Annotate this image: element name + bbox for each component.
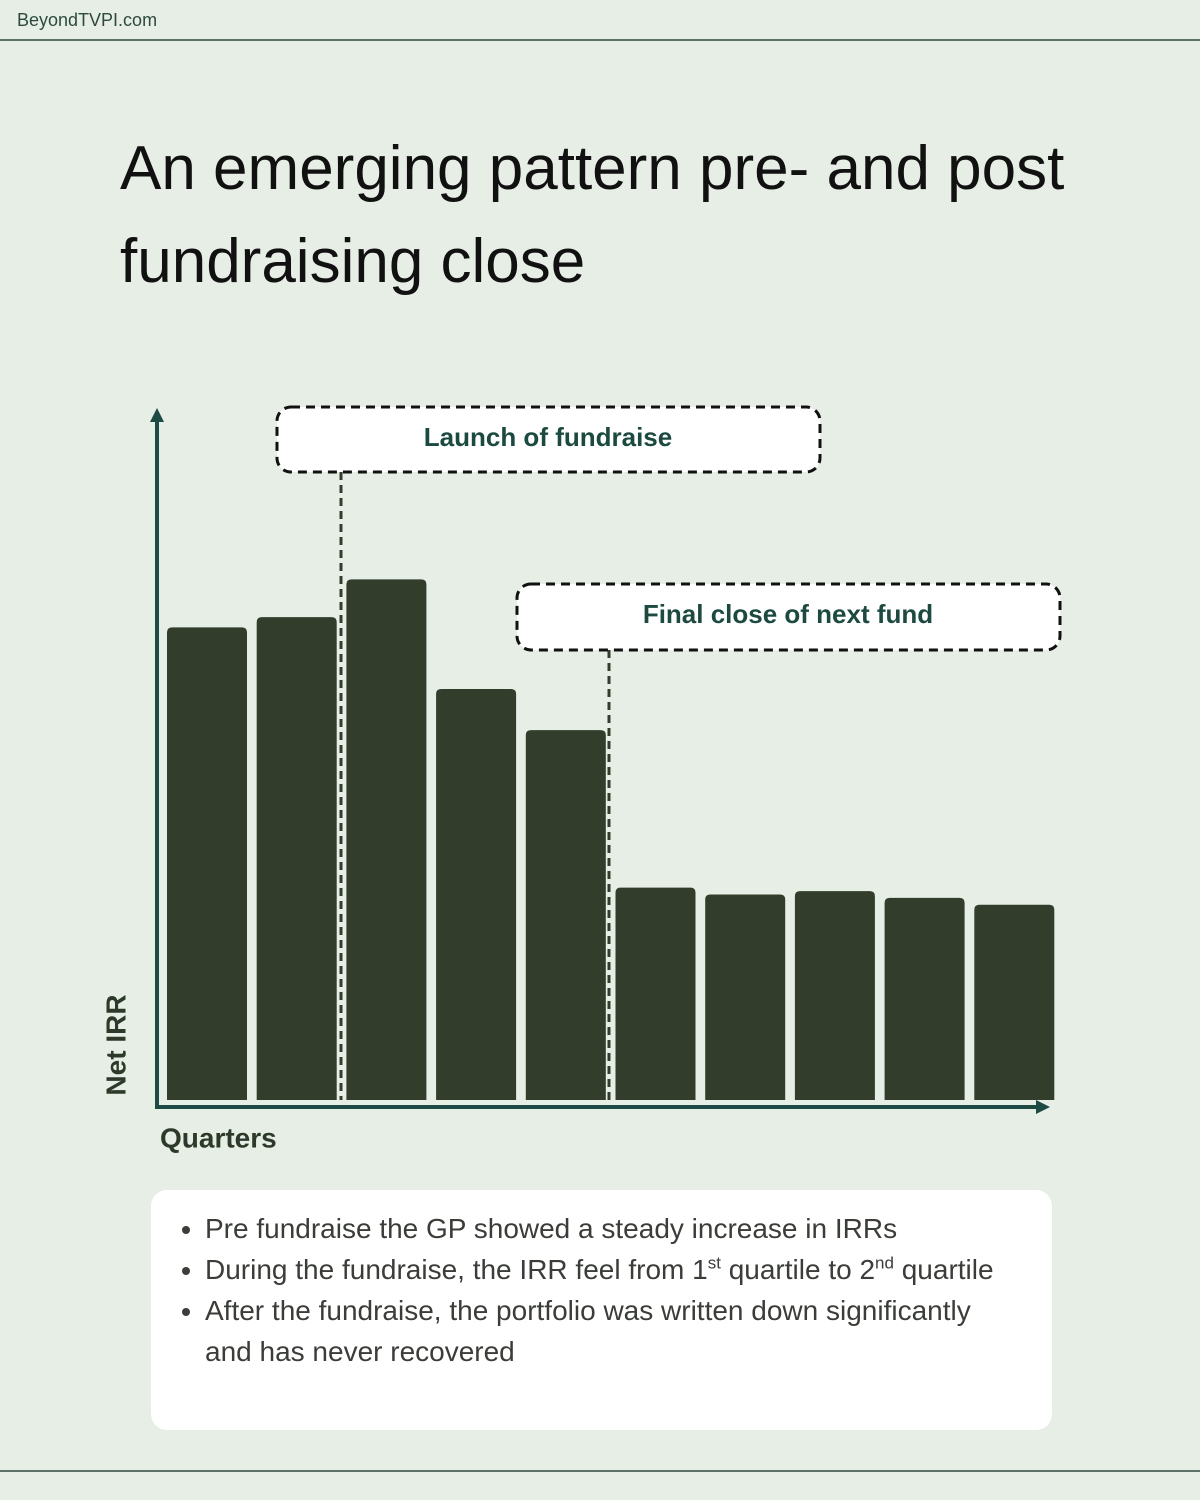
annotation-box — [275, 405, 822, 474]
chart-title: An emerging pattern pre- and post fundra… — [120, 134, 1065, 296]
note-sup: nd — [875, 1253, 894, 1273]
y-axis-arrow — [150, 408, 164, 422]
bar — [346, 579, 427, 1100]
bar — [256, 617, 337, 1100]
note-text: During the fundraise, the IRR feel from … — [205, 1254, 708, 1285]
x-axis-arrow — [1036, 1100, 1050, 1114]
note: Pre fundraise the GP showed a steady inc… — [205, 1208, 1012, 1249]
notes-list: Pre fundraise the GP showed a steady inc… — [205, 1208, 1012, 1372]
annotation-box — [515, 582, 1062, 652]
bar — [884, 897, 965, 1100]
bar — [167, 627, 247, 1100]
bar — [794, 891, 875, 1100]
note: During the fundraise, the IRR feel from … — [205, 1249, 1012, 1290]
annotation-text: Final close of next fund — [643, 599, 933, 629]
bar — [974, 904, 1055, 1100]
y-axis-label: Net IRR — [100, 994, 131, 1095]
note-text: quartile to 2 — [720, 1254, 876, 1285]
annotation-text: Launch of fundraise — [424, 422, 672, 452]
note-sup: st — [707, 1253, 721, 1273]
bar — [436, 689, 517, 1100]
bar — [615, 887, 696, 1100]
note-text: quartile — [893, 1254, 994, 1285]
bar — [705, 894, 786, 1100]
bar — [525, 730, 606, 1100]
x-axis-label: Quarters — [160, 1122, 277, 1153]
site-name: BeyondTVPI.com — [17, 10, 157, 30]
note: After the fundraise, the portfolio was w… — [205, 1290, 1012, 1372]
notes-box: Pre fundraise the GP showed a steady inc… — [151, 1190, 1052, 1430]
